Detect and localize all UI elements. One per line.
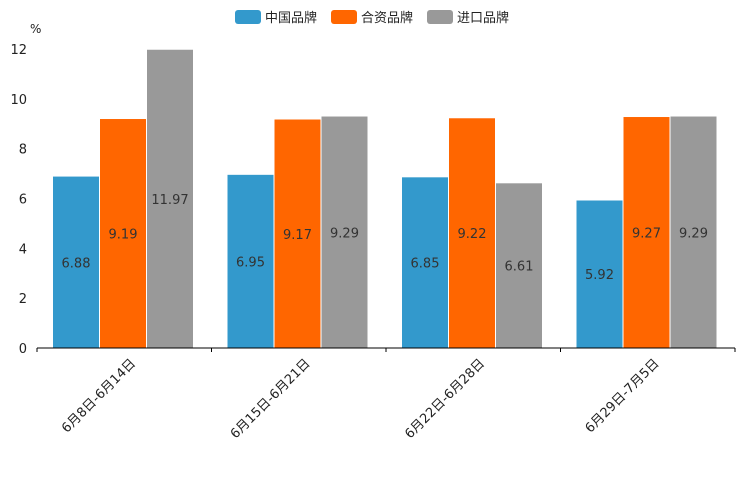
data-label: 9.17 bbox=[283, 228, 312, 243]
data-label: 9.29 bbox=[330, 226, 359, 241]
data-label: 9.19 bbox=[109, 228, 138, 243]
legend-label-china: 中国品牌 bbox=[265, 11, 318, 26]
legend: 中国品牌 合资品牌 进口品牌 bbox=[235, 7, 509, 26]
x-tick-label: 6月29日-7月5日 bbox=[583, 356, 663, 436]
bar-2-3 bbox=[670, 116, 717, 348]
data-label: 9.29 bbox=[679, 226, 708, 241]
bar-1-1 bbox=[274, 119, 321, 349]
x-tick-label: 6月22日-6月28日 bbox=[402, 356, 488, 442]
y-tick-label: 10 bbox=[10, 93, 27, 108]
data-label: 6.85 bbox=[411, 257, 440, 272]
x-tick-label: 6月8日-6月14日 bbox=[59, 356, 139, 436]
bar-0-1 bbox=[227, 174, 274, 348]
bar-2-2 bbox=[496, 183, 542, 348]
legend-swatch-china bbox=[235, 9, 261, 24]
legend-label-import: 进口品牌 bbox=[457, 11, 510, 26]
y-tick-label: 6 bbox=[19, 193, 27, 208]
data-label: 6.95 bbox=[236, 255, 265, 270]
legend-swatch-import bbox=[427, 9, 454, 24]
data-label: 9.22 bbox=[458, 227, 487, 242]
bar-2-1 bbox=[321, 116, 368, 348]
y-tick-label: 8 bbox=[19, 143, 27, 158]
data-label: 5.92 bbox=[585, 268, 614, 283]
bar-1-0 bbox=[100, 119, 146, 348]
bar-2-0 bbox=[147, 49, 193, 349]
y-tick-label: 0 bbox=[19, 342, 27, 357]
y-tick-label: 12 bbox=[10, 43, 27, 58]
y-axis-unit: % bbox=[30, 22, 42, 36]
legend-swatch-jv bbox=[331, 9, 358, 24]
data-label: 6.88 bbox=[62, 256, 91, 271]
y-tick-label: 4 bbox=[19, 242, 27, 257]
bar-1-3 bbox=[623, 117, 670, 349]
y-tick-label: 2 bbox=[19, 292, 27, 307]
bar-1-2 bbox=[449, 118, 495, 348]
bar-0-3 bbox=[576, 200, 623, 348]
legend-item-china[interactable]: 中国品牌 bbox=[235, 7, 317, 26]
legend-label-jv: 合资品牌 bbox=[361, 11, 414, 26]
x-tick-label: 6月15日-6月21日 bbox=[228, 356, 314, 442]
data-label: 9.27 bbox=[632, 227, 661, 242]
data-label: 6.61 bbox=[505, 260, 534, 275]
bar-0-0 bbox=[53, 176, 99, 348]
legend-item-import[interactable]: 进口品牌 bbox=[427, 7, 509, 26]
legend-item-jv[interactable]: 合资品牌 bbox=[331, 7, 413, 26]
bar-0-2 bbox=[402, 177, 448, 348]
data-label: 11.97 bbox=[151, 193, 188, 208]
